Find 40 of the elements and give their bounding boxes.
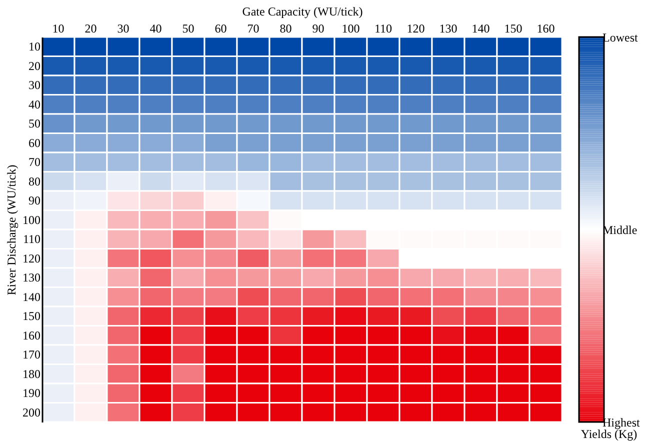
x-tick-label: 80 — [280, 22, 292, 36]
y-tick-label: 120 — [22, 251, 40, 266]
x-axis-title: Gate Capacity (WU/tick) — [242, 4, 363, 18]
y-tick-label: 20 — [28, 58, 40, 73]
color-bar-label: Lowest — [602, 30, 638, 44]
x-tick-label: 20 — [84, 22, 97, 36]
y-tick-label: 110 — [22, 232, 40, 246]
x-tick-label: 70 — [247, 22, 260, 36]
x-tick-label: 50 — [182, 22, 194, 36]
y-tick-label: 180 — [22, 366, 40, 381]
y-tick-label: 170 — [22, 348, 40, 362]
x-tick-label: 30 — [117, 22, 130, 36]
x-tick-label: 10 — [52, 22, 64, 36]
y-tick-label: 10 — [28, 40, 40, 54]
x-tick-label: 60 — [214, 22, 227, 36]
y-tick-label: 100 — [22, 212, 40, 227]
y-tick-label: 50 — [28, 116, 40, 131]
color-bar-label: Highest — [602, 416, 640, 430]
x-tick-label: 140 — [472, 22, 490, 36]
y-tick-label: 200 — [22, 405, 40, 420]
y-axis-title: River Discharge (WU/tick) — [4, 164, 18, 296]
y-tick-label: 30 — [28, 78, 40, 92]
x-tick-label: 90 — [312, 22, 324, 36]
x-tick-label: 120 — [406, 22, 425, 36]
x-tick-label: 100 — [342, 22, 360, 36]
y-tick-label: 60 — [28, 136, 40, 150]
y-tick-label: 160 — [22, 328, 40, 342]
y-tick-label: 190 — [22, 386, 40, 400]
x-tick-label: 40 — [150, 22, 162, 36]
x-tick-label: 130 — [439, 22, 458, 36]
y-tick-label: 140 — [22, 290, 40, 304]
y-tick-label: 40 — [28, 97, 40, 112]
x-tick-label: 160 — [536, 22, 555, 36]
y-tick-label: 130 — [22, 270, 40, 285]
x-tick-label: 110 — [374, 22, 392, 36]
y-tick-label: 80 — [28, 174, 40, 188]
x-tick-label: 150 — [504, 22, 522, 36]
y-tick-label: 70 — [28, 155, 40, 170]
y-tick-label: 150 — [22, 309, 40, 324]
y-tick-label: 90 — [28, 194, 40, 208]
